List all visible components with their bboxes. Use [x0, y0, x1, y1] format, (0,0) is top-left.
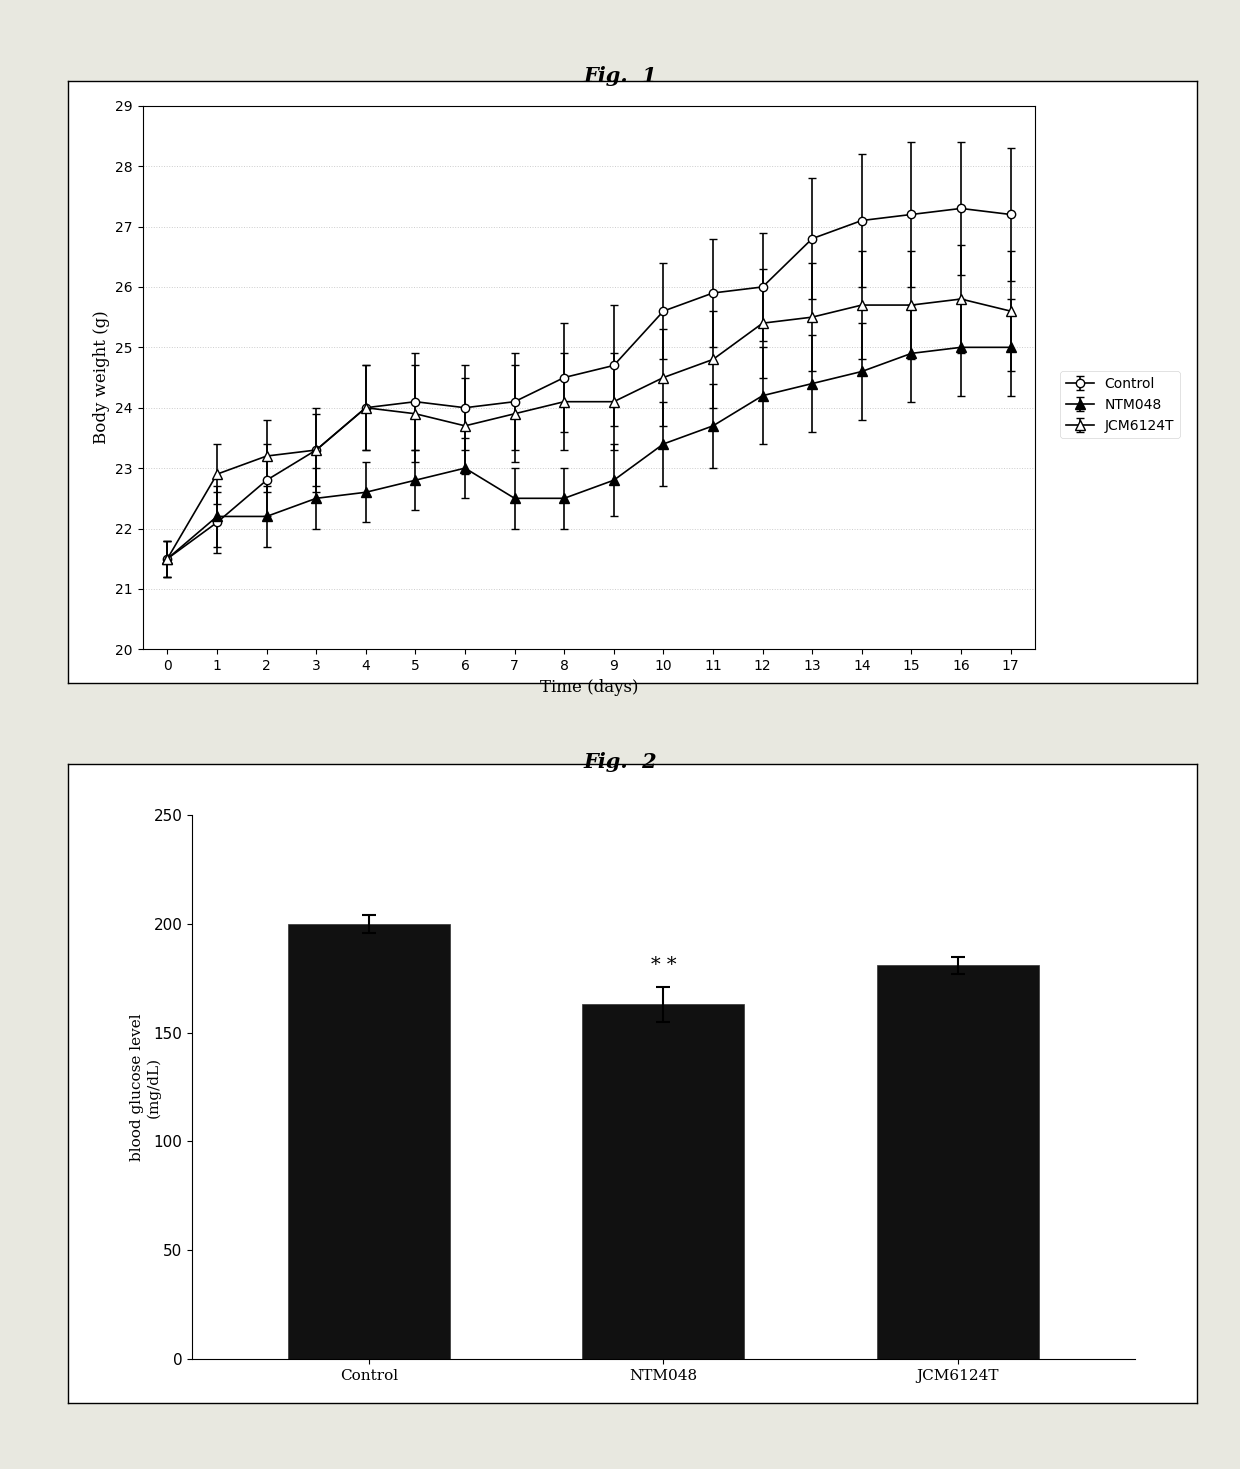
Text: Fig.  2: Fig. 2 [583, 752, 657, 773]
Y-axis label: blood glucose level
(mg/dL): blood glucose level (mg/dL) [130, 1014, 161, 1161]
Legend: Control, NTM048, JCM6124T: Control, NTM048, JCM6124T [1060, 372, 1179, 438]
Y-axis label: Body weight (g): Body weight (g) [93, 310, 109, 445]
X-axis label: Time (days): Time (days) [539, 679, 639, 696]
Bar [288, 924, 450, 1359]
Bar [583, 1005, 744, 1359]
Bar [877, 965, 1039, 1359]
Text: * *: * * [651, 956, 676, 974]
Text: Fig.  1: Fig. 1 [583, 66, 657, 87]
